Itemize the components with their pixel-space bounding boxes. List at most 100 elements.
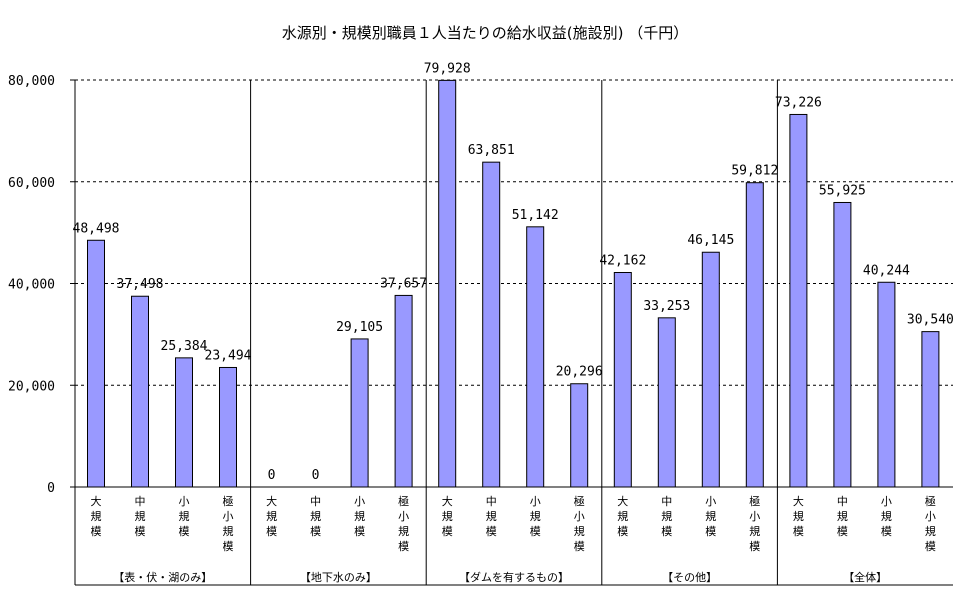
bar xyxy=(877,281,896,488)
x-category-char: 規 xyxy=(837,509,848,523)
x-category-char: 規 xyxy=(223,524,234,538)
data-label: 42,162 xyxy=(599,254,646,269)
x-category-char: 極 xyxy=(925,494,936,508)
x-category-char: 規 xyxy=(793,509,804,523)
bar xyxy=(482,161,501,488)
data-label: 63,851 xyxy=(468,143,515,158)
x-category-char: 模 xyxy=(530,525,541,538)
data-label: 30,540 xyxy=(907,313,954,328)
x-category-char: 大 xyxy=(442,494,453,508)
bar xyxy=(526,226,545,488)
x-category-char: 規 xyxy=(442,509,453,523)
x-category-char: 規 xyxy=(705,509,716,523)
x-category-char: 模 xyxy=(398,540,409,553)
x-category-char: 規 xyxy=(881,509,892,523)
data-label: 51,142 xyxy=(512,208,559,223)
x-category-char: 中 xyxy=(661,495,672,508)
x-category-char: 小 xyxy=(705,495,716,508)
x-category-char: 極 xyxy=(398,494,409,508)
data-label: 37,498 xyxy=(117,277,164,292)
x-category-char: 小 xyxy=(179,495,190,508)
x-category-char: 規 xyxy=(925,524,936,538)
bar xyxy=(657,317,676,488)
x-category-char: 規 xyxy=(530,509,541,523)
x-category-char: 模 xyxy=(617,525,628,538)
x-category-char: 模 xyxy=(310,525,321,538)
x-category-char: 規 xyxy=(354,509,365,523)
x-category-char: 大 xyxy=(91,494,102,508)
plot-area: 020,00040,00060,00080,00048,498大規模37,498… xyxy=(8,61,954,586)
bar xyxy=(350,338,369,488)
x-category-char: 模 xyxy=(793,525,804,538)
x-category-char: 規 xyxy=(135,509,146,523)
x-category-char: 中 xyxy=(486,495,497,508)
data-label: 0 xyxy=(312,468,320,483)
group-label: 【その他】 xyxy=(662,571,717,584)
x-category-char: 極 xyxy=(223,494,234,508)
x-category-char: 模 xyxy=(266,525,277,538)
group-label: 【表・伏・湖のみ】 xyxy=(113,570,212,584)
x-category-char: 小 xyxy=(354,495,365,508)
data-label: 46,145 xyxy=(687,233,734,248)
x-category-char: 規 xyxy=(398,524,409,538)
x-category-char: 模 xyxy=(749,540,760,553)
chart-title: 水源別・規模別職員１人当たりの給水収益(施設別) （千円） xyxy=(282,24,688,42)
data-label: 23,494 xyxy=(205,348,252,363)
data-label: 0 xyxy=(268,468,276,483)
x-category-char: 大 xyxy=(793,494,804,508)
x-category-char: 規 xyxy=(661,509,672,523)
bar xyxy=(745,182,764,488)
x-category-char: 模 xyxy=(486,525,497,538)
x-category-char: 中 xyxy=(135,495,146,508)
x-category-char: 模 xyxy=(354,525,365,538)
bar xyxy=(921,331,940,488)
x-category-char: 規 xyxy=(749,524,760,538)
data-label: 55,925 xyxy=(819,183,866,198)
bar xyxy=(438,79,457,488)
x-category-char: 規 xyxy=(310,509,321,523)
data-label: 29,105 xyxy=(336,320,383,335)
y-tick-label: 0 xyxy=(47,481,55,496)
group-label: 【ダムを有するもの】 xyxy=(459,570,569,584)
x-category-char: 模 xyxy=(925,540,936,553)
x-category-char: 極 xyxy=(574,494,585,508)
bar xyxy=(87,239,105,488)
x-category-char: 規 xyxy=(91,509,102,523)
data-label: 33,253 xyxy=(643,299,690,314)
x-category-char: 大 xyxy=(617,494,628,508)
x-category-char: 小 xyxy=(749,510,760,523)
x-category-char: 模 xyxy=(837,525,848,538)
bar xyxy=(131,295,149,488)
y-tick-label: 80,000 xyxy=(8,74,55,89)
x-category-char: 小 xyxy=(530,495,541,508)
bar xyxy=(701,251,720,488)
x-category-char: 模 xyxy=(442,525,453,538)
bar xyxy=(833,201,852,488)
y-tick-label: 60,000 xyxy=(8,176,55,191)
bar xyxy=(219,366,237,488)
x-category-char: 小 xyxy=(574,510,585,523)
bar xyxy=(175,357,193,488)
x-category-char: 模 xyxy=(661,525,672,538)
x-category-char: 規 xyxy=(617,509,628,523)
x-category-char: 模 xyxy=(705,525,716,538)
x-category-char: 小 xyxy=(925,510,936,523)
data-label: 73,226 xyxy=(775,95,822,110)
data-label: 40,244 xyxy=(863,263,910,278)
data-label: 20,296 xyxy=(556,365,603,380)
x-category-char: 模 xyxy=(223,540,234,553)
bar xyxy=(789,113,808,488)
data-label: 48,498 xyxy=(73,221,120,236)
x-category-char: 中 xyxy=(310,495,321,508)
y-tick-label: 20,000 xyxy=(8,379,55,394)
x-category-char: 小 xyxy=(398,510,409,523)
x-category-char: 規 xyxy=(266,509,277,523)
data-label: 79,928 xyxy=(424,61,471,76)
x-category-char: 規 xyxy=(179,509,190,523)
bar xyxy=(394,294,413,488)
group-label: 【全体】 xyxy=(843,570,887,584)
x-category-char: 模 xyxy=(881,525,892,538)
data-label: 59,812 xyxy=(731,164,778,179)
x-category-char: 小 xyxy=(881,495,892,508)
